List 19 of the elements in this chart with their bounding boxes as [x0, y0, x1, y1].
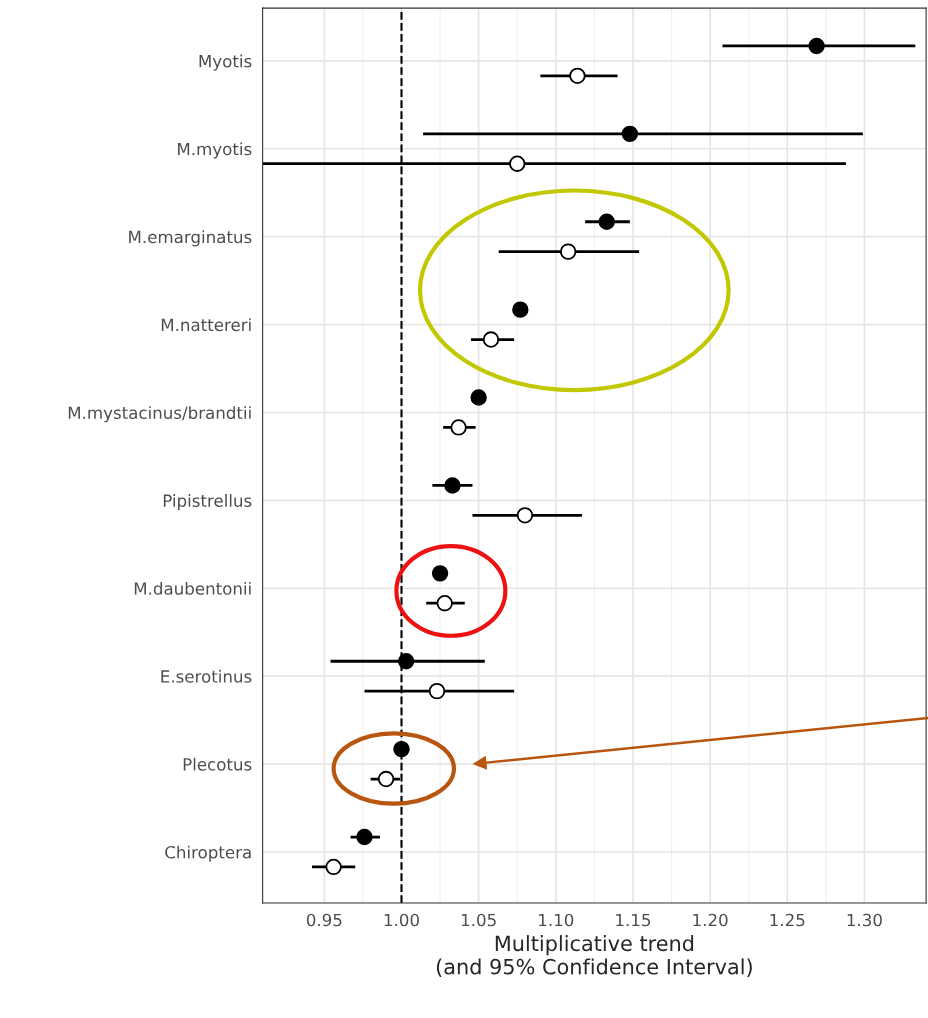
y-tick-label: Pipistrellus [163, 494, 252, 511]
y-tick-label: Myotis [199, 54, 252, 71]
x-tick-label: 1.15 [616, 913, 651, 927]
y-tick-label: M.daubentonii [134, 581, 251, 595]
y-tick-label: Chiroptera [165, 845, 251, 862]
x-tick-label: 1.20 [693, 913, 728, 927]
x-tick-label: 0.95 [306, 913, 342, 927]
x-axis-title: Multiplicative trend (and 95% Confidence Interval) [436, 935, 752, 977]
x-tick-label: 1.30 [847, 913, 882, 927]
y-tick-label: M.nattereri [161, 318, 251, 332]
y-tick-label: Plecotus [183, 757, 252, 771]
y-tick-label: M.emarginatus [129, 230, 252, 247]
y-tick-label: E.serotinus [161, 669, 252, 683]
y-tick-label: M.mystacinus/brandtii [68, 406, 251, 423]
x-tick-label: 1.00 [384, 913, 419, 927]
x-tick-label: 1.10 [539, 913, 574, 927]
x-tick-label: 1.05 [461, 913, 496, 927]
y-tick-label: M.myotis [178, 142, 252, 159]
x-tick-label: 1.25 [770, 913, 805, 927]
